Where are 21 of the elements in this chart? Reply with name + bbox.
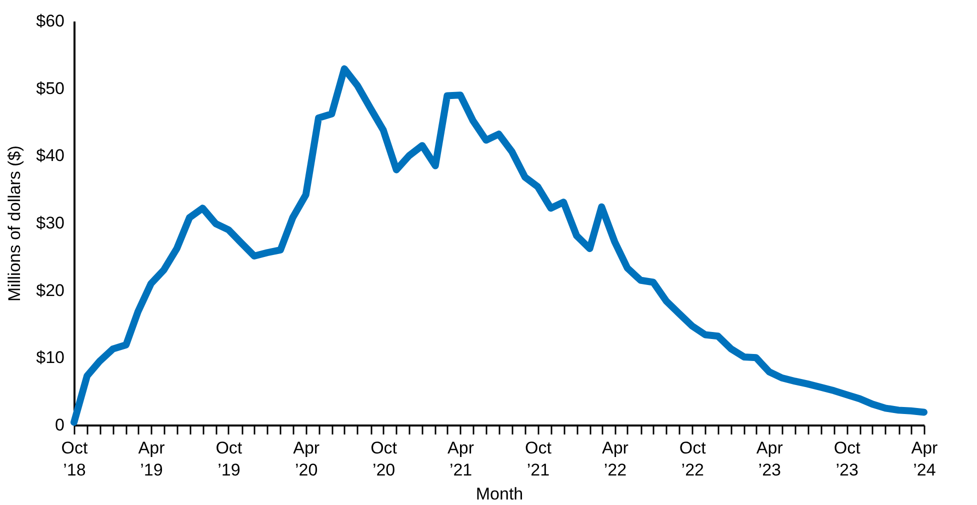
x-tick-label: Oct ’20 <box>370 438 398 480</box>
x-tick-label: Oct ’23 <box>834 438 861 480</box>
y-axis-title: Millions of dollars ($) <box>5 146 24 302</box>
x-tick-label: Oct ’21 <box>524 438 552 480</box>
x-tick-label: Oct ’18 <box>61 438 88 480</box>
y-tick-label: 0 <box>55 416 64 434</box>
x-tick-label: Apr ’24 <box>911 438 938 480</box>
y-tick-label: $60 <box>36 12 64 30</box>
x-tick-label: Apr ’20 <box>293 438 320 480</box>
y-tick-label: $20 <box>36 280 64 300</box>
x-axis-title: Month <box>476 484 524 504</box>
x-tick-label: Oct ’22 <box>679 438 706 480</box>
x-tick-label: Oct ’19 <box>216 438 242 480</box>
y-tick-label: $50 <box>36 78 64 98</box>
y-tick-label: $10 <box>36 348 64 368</box>
x-tick-label: Apr ’23 <box>756 438 784 480</box>
x-tick-label: Apr ’21 <box>448 438 474 480</box>
x-tick-label: Apr ’19 <box>138 438 166 480</box>
y-tick-label: $40 <box>36 146 64 166</box>
y-tick-label: $30 <box>36 214 64 232</box>
x-tick-label: Apr ’22 <box>602 438 629 480</box>
